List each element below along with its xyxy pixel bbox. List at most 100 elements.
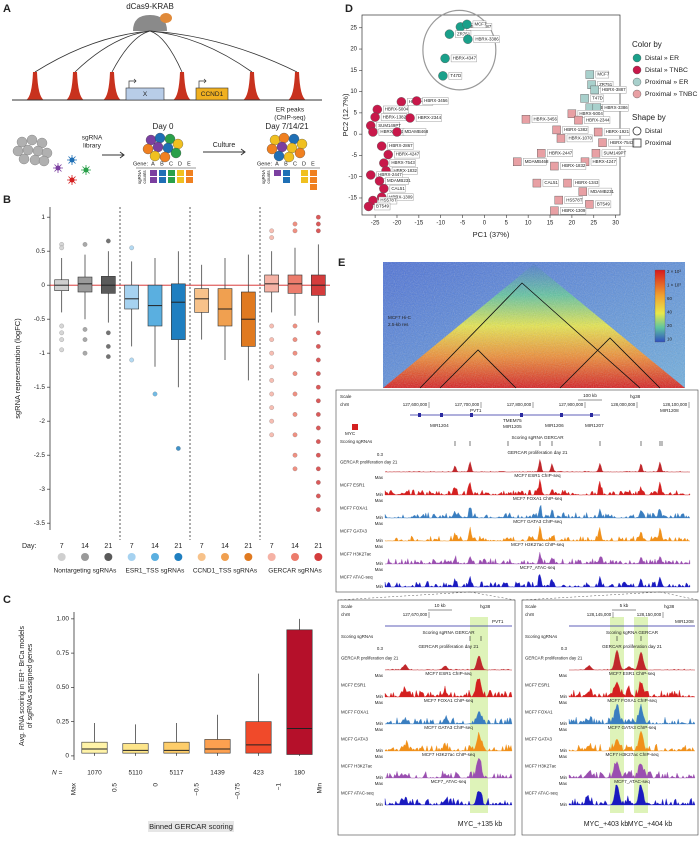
bin-edge-label: −0.5 [194,783,201,796]
track-max: Max [375,781,384,786]
signal-track [384,552,691,565]
gene-letter: C [169,161,173,167]
point-label: HS578T [566,197,582,202]
outlier [269,337,274,342]
track-min: Min [376,721,384,726]
point-label-box [595,200,612,209]
point-label-box [389,159,416,167]
cell [294,147,306,159]
exon [560,413,563,417]
track-label: MCF7 ESR1 [525,683,550,688]
point-label: HBRX-3887 [602,87,626,92]
point-label-box [531,115,558,123]
legend-shape [632,126,642,136]
point-label: BT549 [376,204,389,209]
coord-label: 128,150,000 [637,612,662,617]
count-cell [159,170,166,176]
gene-name: MIR1208 [660,408,679,413]
track-title: MCF7 FOXA1 ChIP-seq [513,496,563,501]
outlier [59,330,64,336]
track-label: MCF7 H3K27ac [525,764,557,769]
track-title: MCF7 FOXA1 ChIP-seq [424,698,474,703]
tether [149,30,183,73]
er-peak [288,72,306,100]
tss-arrow [198,78,207,88]
count-cell [168,170,175,176]
track-min: Min [376,538,384,543]
gene-letter: C [293,161,297,167]
track-min: Min [376,492,384,497]
arrow [203,148,246,156]
point-label-box [387,142,414,150]
point [556,134,566,143]
point-label-box [608,138,635,147]
count-cell [186,177,193,183]
bin-edge-label: Min [317,783,324,794]
track-min: Min [376,775,384,780]
point-label: HBRX-1309 [562,208,586,213]
legend-shape [632,138,642,148]
legend-dot [81,553,89,561]
exon [440,413,443,417]
track-max: Max [375,475,384,480]
x-tick-label: 15 [547,221,554,227]
track-scale: 0.3 [377,646,384,651]
signal-track [384,711,513,725]
assembly-label: hg38 [480,604,491,609]
y-axis-label: PC2 (12.7%) [341,93,350,136]
track-min: Min [376,515,384,520]
track-max: Max [375,567,384,572]
bin-edge-label: 0.5 [112,783,119,792]
exon [470,413,473,417]
point-label-box [542,179,559,187]
y-tick-label: -3 [39,486,45,493]
track-title: MCF7 ESR1 ChIP-seq [425,671,472,676]
gene-name: MIR1206 [545,423,564,428]
n-value: 5117 [170,770,184,777]
outlier [316,228,321,234]
gene-label: X [143,91,148,98]
point [578,187,588,196]
tether [149,30,253,73]
point-label: HBRX-2867 [389,143,413,148]
gene-box [125,87,165,101]
outlier [269,378,274,383]
point-label-box [588,187,613,196]
point [590,85,599,95]
box [163,741,190,754]
cell [16,136,28,148]
counts-label: sgRNA [261,170,266,184]
point-label: HBRX-3456 [533,116,557,121]
count-cell [283,170,290,176]
tether [34,30,151,73]
track-title: MCF7_ATAC-seq [614,779,650,784]
track-max: Max [375,521,384,526]
point-label-box [389,184,406,193]
track-max: Max [375,673,384,678]
panel-letter: B [3,194,11,206]
scale-label: Scale [525,604,537,609]
tether [149,30,298,73]
assembly-label: hg38 [664,604,675,609]
outlier [316,344,321,349]
gene-label: CCND1 [201,91,224,98]
legend-label: Distal » TNBC [645,67,688,74]
track-max: Max [559,700,568,705]
point [396,97,407,107]
highlight-label: MYC_+404 kb [628,821,673,828]
counts-label: counts [142,170,147,184]
track-title: Scoring sgRNA GERCAR [511,435,564,440]
point-label: HBRX-1921 [606,129,630,134]
point-label: MCF7 [597,72,610,77]
point-label-box [595,70,610,79]
point [368,127,378,137]
outlier [292,432,298,438]
x-tick-label: 5 [505,221,509,227]
chrom-label: chr8 [340,402,349,407]
signal-track [569,649,695,671]
signal-track [384,526,690,542]
point-label: HBRX-1070 [568,136,592,141]
x-tick-label: 14 [291,543,299,550]
legend-dot [127,553,136,561]
